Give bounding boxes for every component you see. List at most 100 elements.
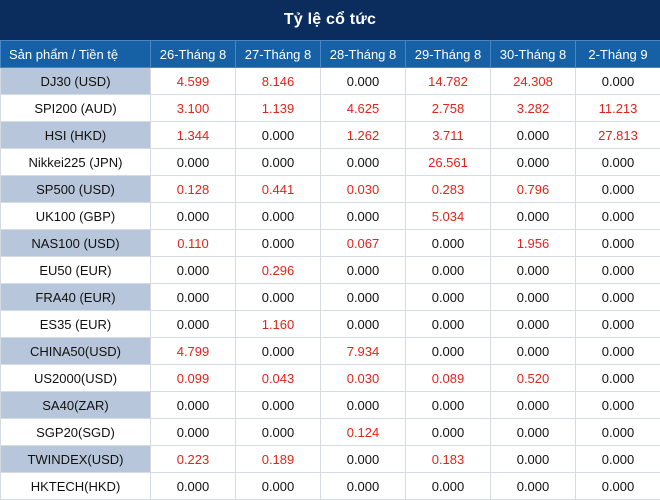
dividend-value-cell: 0.089 (406, 365, 491, 392)
dividend-value-cell: 1.160 (236, 311, 321, 338)
dividend-value-cell: 3.282 (491, 95, 576, 122)
dividend-value-cell: 0.000 (491, 284, 576, 311)
product-cell: TWINDEX(USD) (1, 446, 151, 473)
product-cell: CHINA50(USD) (1, 338, 151, 365)
dividend-value-cell: 26.561 (406, 149, 491, 176)
dividend-value-cell: 0.183 (406, 446, 491, 473)
dividend-value-cell: 0.283 (406, 176, 491, 203)
dividend-value-cell: 0.000 (406, 473, 491, 500)
column-header-date: 26-Tháng 8 (151, 41, 236, 68)
dividend-value-cell: 1.139 (236, 95, 321, 122)
column-header-date: 27-Tháng 8 (236, 41, 321, 68)
dividend-value-cell: 24.308 (491, 68, 576, 95)
dividend-value-cell: 4.599 (151, 68, 236, 95)
product-cell: UK100 (GBP) (1, 203, 151, 230)
dividend-value-cell: 0.000 (406, 419, 491, 446)
dividend-value-cell: 0.000 (576, 203, 660, 230)
dividend-value-cell: 0.000 (151, 419, 236, 446)
dividend-value-cell: 5.034 (406, 203, 491, 230)
dividend-value-cell: 0.000 (576, 365, 660, 392)
dividend-value-cell: 0.030 (321, 365, 406, 392)
dividend-table: Sản phẩm / Tiền tệ 26-Tháng 8 27-Tháng 8… (0, 40, 660, 500)
dividend-value-cell: 0.000 (491, 419, 576, 446)
dividend-value-cell: 0.000 (576, 311, 660, 338)
dividend-value-cell: 0.099 (151, 365, 236, 392)
dividend-value-cell: 0.000 (576, 68, 660, 95)
dividend-value-cell: 1.262 (321, 122, 406, 149)
dividend-value-cell: 0.000 (576, 149, 660, 176)
dividend-value-cell: 0.000 (236, 122, 321, 149)
dividend-value-cell: 0.000 (321, 68, 406, 95)
dividend-value-cell: 0.000 (236, 473, 321, 500)
dividend-value-cell: 0.000 (321, 284, 406, 311)
dividend-value-cell: 0.000 (576, 230, 660, 257)
dividend-value-cell: 0.000 (236, 203, 321, 230)
dividend-value-cell: 0.000 (576, 284, 660, 311)
dividend-value-cell: 0.000 (576, 176, 660, 203)
dividend-value-cell: 0.000 (406, 392, 491, 419)
dividend-value-cell: 0.000 (151, 149, 236, 176)
product-cell: SPI200 (AUD) (1, 95, 151, 122)
column-header-date: 30-Tháng 8 (491, 41, 576, 68)
dividend-value-cell: 0.000 (321, 392, 406, 419)
dividend-value-cell: 0.000 (236, 338, 321, 365)
dividend-value-cell: 0.000 (321, 311, 406, 338)
dividend-value-cell: 0.067 (321, 230, 406, 257)
product-cell: SGP20(SGD) (1, 419, 151, 446)
dividend-value-cell: 0.000 (321, 473, 406, 500)
product-cell: Nikkei225 (JPN) (1, 149, 151, 176)
dividend-value-cell: 0.000 (491, 203, 576, 230)
product-cell: SA40(ZAR) (1, 392, 151, 419)
dividend-value-cell: 0.000 (151, 257, 236, 284)
product-cell: SP500 (USD) (1, 176, 151, 203)
column-header-date: 28-Tháng 8 (321, 41, 406, 68)
dividend-value-cell: 0.000 (151, 392, 236, 419)
dividend-value-cell: 0.000 (406, 284, 491, 311)
dividend-value-cell: 0.189 (236, 446, 321, 473)
dividend-value-cell: 11.213 (576, 95, 660, 122)
dividend-value-cell: 0.000 (406, 230, 491, 257)
dividend-value-cell: 0.000 (151, 473, 236, 500)
product-cell: FRA40 (EUR) (1, 284, 151, 311)
dividend-value-cell: 0.000 (321, 446, 406, 473)
product-cell: DJ30 (USD) (1, 68, 151, 95)
dividend-value-cell: 3.100 (151, 95, 236, 122)
dividend-value-cell: 0.000 (491, 122, 576, 149)
dividend-value-cell: 7.934 (321, 338, 406, 365)
dividend-value-cell: 0.000 (576, 473, 660, 500)
dividend-value-cell: 0.296 (236, 257, 321, 284)
dividend-value-cell: 0.000 (151, 311, 236, 338)
dividend-value-cell: 0.000 (236, 149, 321, 176)
dividend-value-cell: 0.000 (321, 149, 406, 176)
dividend-value-cell: 4.625 (321, 95, 406, 122)
dividend-value-cell: 0.128 (151, 176, 236, 203)
column-header-product: Sản phẩm / Tiền tệ (1, 41, 151, 68)
dividend-value-cell: 0.030 (321, 176, 406, 203)
dividend-value-cell: 14.782 (406, 68, 491, 95)
dividend-value-cell: 0.000 (491, 149, 576, 176)
dividend-value-cell: 0.000 (321, 257, 406, 284)
product-cell: EU50 (EUR) (1, 257, 151, 284)
dividend-value-cell: 0.000 (236, 284, 321, 311)
dividend-value-cell: 0.000 (236, 230, 321, 257)
dividend-value-cell: 0.043 (236, 365, 321, 392)
table-title: Tỷ lệ cổ tức (0, 0, 660, 40)
column-header-date: 29-Tháng 8 (406, 41, 491, 68)
product-cell: US2000(USD) (1, 365, 151, 392)
dividend-value-cell: 0.520 (491, 365, 576, 392)
product-cell: HSI (HKD) (1, 122, 151, 149)
dividend-value-cell: 0.441 (236, 176, 321, 203)
